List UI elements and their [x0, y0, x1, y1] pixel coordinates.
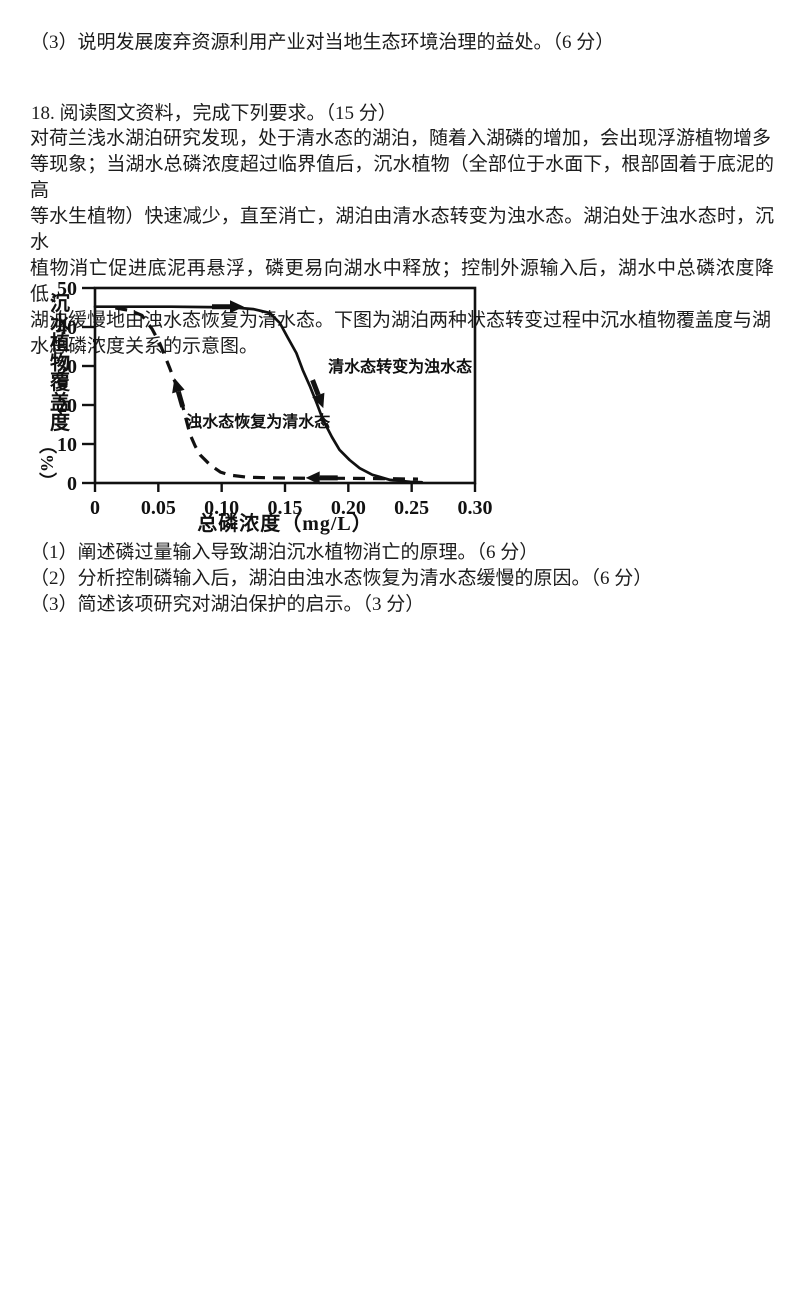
y-axis-title-unit: （%）	[37, 436, 57, 490]
y-tick-label: 50	[57, 278, 77, 300]
clear-to-turbid-right-arrow	[230, 300, 244, 314]
x-tick-label: 0.10	[204, 497, 239, 519]
y-axis-title-char: 覆	[49, 371, 71, 394]
y-axis-title-char: 植	[50, 331, 70, 355]
turbid-to-clear-up-arrow	[172, 378, 185, 394]
clear-to-turbid-down-arrow-shaft	[310, 379, 321, 396]
curve-label-2: 浊水态恢复为清水态	[186, 412, 330, 431]
question-18-passage: 对荷兰浅水湖泊研究发现，处于清水态的湖泊，随着入湖磷的增加，会出现浮游植物增多 …	[30, 128, 774, 357]
curve-label-1: 清水态转变为浊水态	[328, 357, 472, 376]
turbid-to-clear-left-arrow	[305, 471, 320, 485]
clear-to-turbid-down-arrow	[312, 392, 325, 409]
y-tick-label: 10	[57, 434, 77, 456]
x-tick-label: 0.30	[458, 497, 493, 519]
sub-question-3: （3）简述该项研究对湖泊保护的启示。（3 分）	[30, 594, 425, 615]
sub-question-1: （1）阐述磷过量输入导致湖泊沉水植物消亡的原理。（6 分）	[30, 542, 539, 563]
y-tick-label: 0	[67, 473, 77, 495]
y-tick-label: 30	[57, 356, 77, 378]
curve-solid	[93, 305, 424, 484]
chart-figure: 0 10 20 30 40 50 0 0.05 0.10 0.15 0.20 0.25 0.30 沉水植物…	[0, 278, 520, 548]
turbid-to-clear-up-arrow-shaft	[175, 390, 186, 408]
y-tick-label: 20	[57, 395, 77, 417]
question-18-header: 18. 阅读图文资料，完成下列要求。（15 分）	[31, 103, 397, 124]
y-axis-title-char: 水	[50, 312, 71, 335]
curve-dashed	[115, 306, 419, 481]
y-tick-label: 40	[57, 317, 77, 339]
x-tick-label: 0.20	[331, 497, 366, 519]
y-axis-title-char: 物	[50, 350, 70, 374]
y-axis-title-char: 度	[50, 410, 71, 434]
y-axis-title-char: 沉	[50, 292, 70, 315]
sub-question-2: （2）分析控制磷输入后，湖泊由浊水态恢复为清水态缓慢的原因。（6 分）	[30, 568, 653, 589]
x-tick-label: 0.15	[268, 497, 303, 519]
x-tick-label: 0	[90, 497, 100, 519]
x-axis-title: 总磷浓度（mg/L）	[197, 511, 373, 535]
x-tick-label: 0.25	[394, 497, 429, 519]
x-tick-label: 0.05	[141, 497, 176, 519]
question-17-part3: （3）说明发展废弃资源利用产业对当地生态环境治理的益处。（6 分）	[30, 32, 615, 53]
y-axis-title-char: 盖	[50, 390, 70, 414]
plot-frame	[93, 286, 477, 485]
coverage-vs-phosphorus-chart: 0 10 20 30 40 50 0 0.05 0.10 0.15 0.20 0.25 0.30 沉水植物…	[37, 278, 493, 535]
